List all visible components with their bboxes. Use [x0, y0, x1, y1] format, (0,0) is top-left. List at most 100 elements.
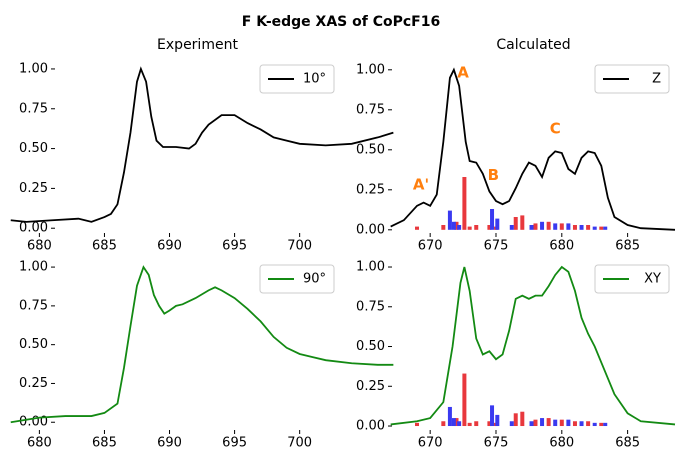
legend-box: [259, 64, 335, 94]
stick: [533, 419, 538, 427]
stick: [572, 421, 577, 427]
x-tick-label: 680: [27, 239, 52, 254]
stick: [553, 223, 558, 230]
stick: [451, 221, 456, 230]
legend-label: 10°: [303, 72, 326, 87]
stick: [599, 226, 604, 230]
y-tick-label: 1.00: [19, 260, 48, 275]
y-tick-label: 0.50: [356, 142, 385, 157]
y-tick-label: 0.00: [19, 221, 48, 236]
y-tick-label: 0.00: [356, 222, 385, 237]
legend-box: [259, 264, 335, 294]
stick: [490, 209, 495, 230]
legend-label: XY: [644, 272, 661, 287]
x-tick-label: 680: [549, 436, 574, 451]
x-tick-label: 685: [615, 239, 640, 254]
spectrum-line: [10, 265, 394, 424]
x-tick-label: 690: [157, 239, 182, 254]
x-tick-label: 670: [418, 239, 443, 254]
stick: [566, 223, 571, 230]
legend-box: [594, 264, 670, 294]
y-tick-label: 0.00: [19, 415, 48, 430]
x-tick-label: 680: [549, 239, 574, 254]
y-tick-label: 0.25: [356, 379, 385, 394]
stick: [490, 405, 495, 427]
stick: [572, 225, 577, 230]
stick: [533, 223, 538, 230]
spectrum-line: [10, 66, 394, 223]
stick: [592, 226, 597, 230]
x-tick-label: 675: [484, 239, 509, 254]
stick: [474, 421, 479, 427]
stick: [509, 225, 514, 230]
y-tick-label: 1.00: [19, 61, 48, 76]
peak-label: A': [413, 176, 429, 194]
stick: [529, 421, 534, 427]
y-tick-label: 0.75: [19, 101, 48, 116]
y-tick-label: 0.25: [19, 376, 48, 391]
y-tick-label: 1.00: [356, 62, 385, 77]
y-tick-label: 0.75: [19, 298, 48, 313]
x-tick-label: 700: [287, 239, 312, 254]
stick: [415, 422, 420, 427]
stick: [592, 422, 597, 427]
x-tick-label: 685: [615, 436, 640, 451]
x-tick-label: 685: [92, 436, 117, 451]
y-tick-label: 0.50: [19, 141, 48, 156]
stick: [487, 225, 492, 230]
stick: [513, 217, 518, 230]
peak-label: A: [457, 64, 469, 82]
stick: [495, 218, 500, 230]
stick: [487, 421, 492, 427]
stick: [454, 221, 459, 230]
stick: [579, 421, 584, 427]
stick: [462, 177, 467, 230]
stick: [546, 418, 551, 427]
x-tick-label: 670: [418, 436, 443, 451]
stick: [457, 225, 462, 230]
peak-label: C: [550, 120, 561, 138]
stick: [566, 419, 571, 427]
figure-title: F K-edge XAS of CoPcF16: [242, 14, 440, 30]
y-tick-label: 0.25: [19, 181, 48, 196]
stick: [467, 226, 472, 230]
stick: [599, 422, 604, 427]
stick: [447, 210, 452, 230]
x-tick-label: 695: [222, 436, 247, 451]
stick: [553, 419, 558, 427]
stick: [441, 421, 446, 427]
peak-label: B: [488, 166, 499, 184]
stick: [467, 422, 472, 427]
stick: [520, 215, 525, 230]
stick: [546, 221, 551, 230]
stick: [579, 225, 584, 230]
y-tick-label: 0.00: [356, 419, 385, 434]
stick: [540, 221, 545, 230]
stick: [603, 422, 608, 427]
stick: [454, 418, 459, 427]
stick: [529, 225, 534, 230]
stick: [457, 421, 462, 427]
stick: [540, 418, 545, 427]
stick: [513, 413, 518, 427]
x-tick-label: 680: [27, 436, 52, 451]
legend-label: 90°: [303, 272, 326, 287]
y-tick-label: 0.25: [356, 182, 385, 197]
stick: [509, 421, 514, 427]
x-tick-label: 690: [157, 436, 182, 451]
stick: [451, 418, 456, 427]
stick: [603, 226, 608, 230]
stick: [495, 414, 500, 427]
stick: [415, 226, 420, 230]
spectrum-line: [390, 265, 676, 426]
stick: [586, 421, 591, 427]
stick: [474, 225, 479, 230]
stick: [586, 225, 591, 230]
stick: [559, 419, 564, 427]
stick: [441, 225, 446, 230]
stick: [520, 411, 525, 427]
spectrum-line: [390, 67, 676, 231]
panel-title: Calculated: [496, 37, 570, 53]
